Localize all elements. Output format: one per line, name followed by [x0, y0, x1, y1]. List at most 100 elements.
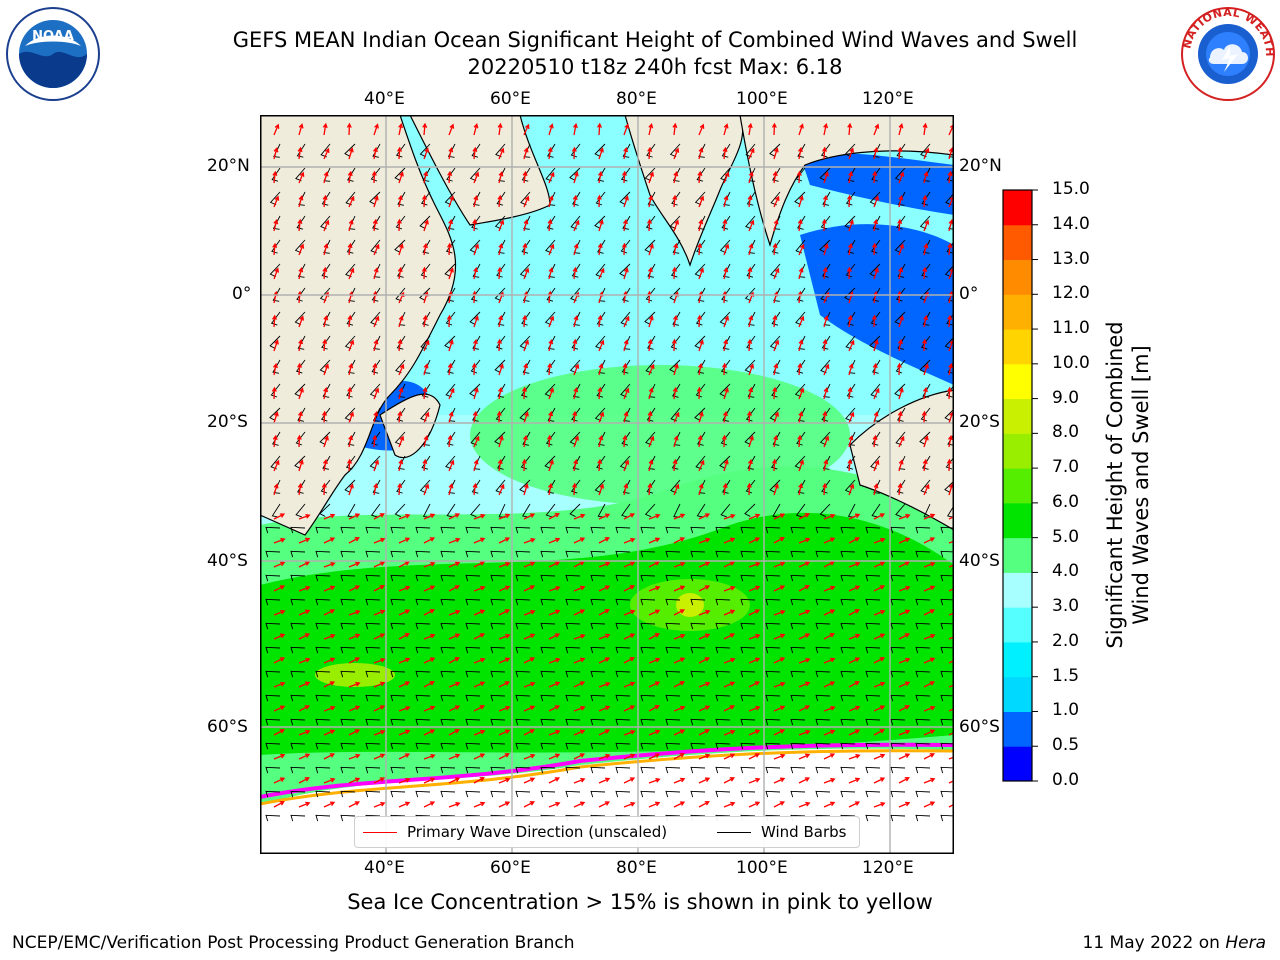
colorbar-tick-label: 9.0 — [1052, 387, 1080, 408]
wind-barb — [447, 359, 456, 374]
wind-barb — [915, 646, 931, 654]
wind-barb — [722, 479, 731, 494]
wind-barb — [940, 598, 954, 606]
wave-direction-arrow — [623, 411, 629, 424]
wind-barb — [840, 646, 856, 654]
wave-direction-arrow — [323, 633, 336, 640]
wave-direction-arrow — [573, 171, 579, 184]
wave-direction-arrow — [648, 729, 661, 736]
wind-barb — [772, 503, 781, 518]
gridlines — [260, 115, 954, 854]
wind-barb — [871, 431, 881, 446]
wind-barb — [715, 790, 731, 798]
wind-barb — [390, 718, 406, 726]
wind-barb — [790, 694, 806, 702]
wind-barb — [915, 598, 931, 606]
footer-date-text: 11 May 2022 on — [1082, 933, 1220, 953]
wind-barb — [494, 431, 506, 445]
wind-barb — [290, 790, 306, 798]
wave-direction-arrow — [947, 386, 953, 400]
wave-direction-arrow — [523, 681, 536, 688]
wind-barb — [647, 335, 656, 350]
wind-barb — [565, 790, 581, 798]
wave-direction-arrow — [348, 267, 355, 280]
wave-direction-arrow — [697, 314, 703, 328]
colorbar-label-line1: Significant Height of Combined — [1103, 321, 1127, 649]
wave-direction-arrow — [398, 777, 411, 784]
wind-barb — [771, 239, 781, 254]
wind-barb — [472, 191, 481, 206]
wave-direction-arrow — [398, 681, 411, 688]
wind-barb — [722, 407, 731, 422]
wave-direction-arrow — [473, 171, 480, 184]
wave-direction-arrow — [648, 435, 655, 448]
wave-direction-arrow — [573, 386, 579, 400]
wave-direction-arrow — [698, 537, 711, 544]
wind-barb — [623, 407, 631, 422]
wave-direction-arrow — [672, 122, 678, 136]
wave-direction-arrow — [273, 585, 286, 592]
wind-barb — [890, 646, 906, 654]
wave-direction-arrow — [423, 219, 429, 232]
wave-direction-arrow — [423, 729, 436, 736]
wind-barb — [615, 646, 631, 654]
wind-barb — [744, 287, 756, 302]
wind-barb — [265, 526, 281, 534]
wave-direction-arrow — [448, 609, 461, 616]
wave-direction-arrow — [748, 633, 761, 640]
colorbar — [1002, 189, 1038, 782]
wind-barb — [620, 167, 631, 182]
wave-direction-arrow — [748, 777, 761, 784]
wind-barb — [821, 479, 831, 494]
wind-barb — [320, 407, 331, 422]
wave-direction-arrow — [848, 561, 861, 568]
footer-date: 11 May 2022 on Hera — [1083, 933, 1267, 953]
wave-direction-arrow — [297, 482, 303, 496]
wave-direction-arrow — [523, 267, 530, 280]
wind-barb — [665, 622, 681, 630]
wave-direction-arrow — [548, 585, 561, 592]
wind-barb — [848, 431, 856, 446]
wave-direction-arrow — [548, 777, 560, 784]
wave-direction-arrow — [872, 170, 878, 184]
wave-direction-arrow — [448, 195, 455, 208]
wave-direction-arrow — [747, 266, 753, 280]
wave-direction-arrow — [623, 315, 630, 328]
wind-barb — [447, 143, 456, 158]
wave-direction-arrow — [348, 147, 354, 160]
wave-direction-arrow — [722, 146, 728, 160]
wind-barb — [472, 335, 481, 350]
wind-barb — [419, 287, 431, 301]
noaa-logo: NOAA — [6, 7, 100, 101]
colorbar-segment — [1003, 607, 1032, 643]
wind-barb — [597, 239, 606, 254]
wave-direction-arrow — [471, 362, 477, 376]
wind-barb — [922, 239, 931, 254]
wave-direction-arrow — [448, 777, 461, 784]
wind-barb — [545, 503, 556, 518]
wind-barb — [390, 694, 406, 702]
wave-direction-arrow — [648, 681, 661, 688]
wind-barb — [890, 790, 906, 798]
wave-direction-arrow — [923, 513, 936, 520]
wave-direction-arrow — [772, 458, 778, 472]
wave-direction-arrow — [648, 633, 660, 640]
wind-barb — [873, 479, 881, 494]
wind-barb — [590, 790, 606, 798]
wind-barb — [796, 359, 806, 374]
wind-barb — [415, 550, 431, 558]
wave-direction-arrow — [647, 218, 653, 232]
wave-direction-arrow — [747, 458, 753, 472]
wave-direction-arrow — [773, 362, 779, 376]
wind-barb — [644, 239, 656, 253]
wind-barb — [744, 503, 756, 517]
wave-direction-arrow — [598, 705, 611, 712]
wind-barb — [690, 742, 706, 750]
wave-direction-arrow — [523, 147, 529, 160]
wave-direction-arrow — [448, 339, 454, 352]
wind-barb — [694, 407, 706, 421]
wave-direction-arrow — [323, 609, 336, 616]
wind-barb — [315, 694, 331, 702]
wave-direction-arrow — [498, 561, 511, 568]
wave-direction-arrow — [548, 315, 555, 328]
